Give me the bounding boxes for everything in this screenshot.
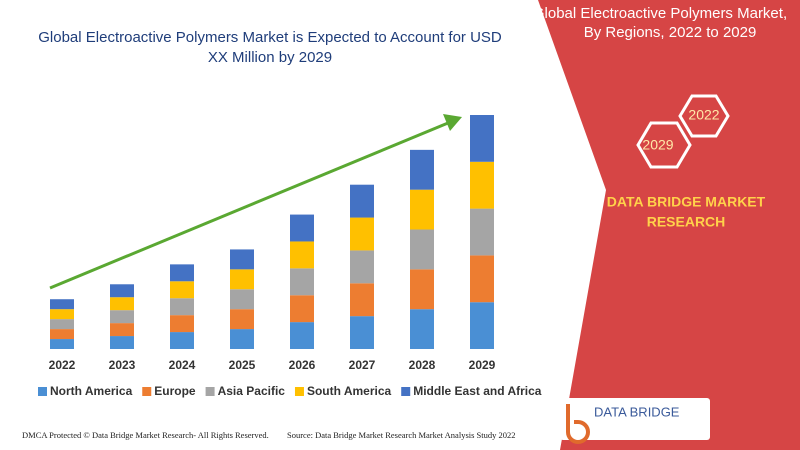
legend-swatch [142,387,152,396]
bar-segment [350,250,374,284]
hexagon [678,94,730,138]
bar-segment [50,299,74,310]
bar-segment [290,322,314,349]
trend-arrowhead [443,114,462,131]
bar-segment [410,269,434,310]
footer-left: DMCA Protected © Data Bridge Market Rese… [22,430,269,440]
legend-label: Europe [154,384,196,398]
trend-arrow [49,121,449,290]
bar-segment [170,298,194,316]
legend-swatch [38,387,47,396]
bar-segment [470,161,494,209]
badge-label: 2029 [642,137,673,153]
bar-segment [410,229,434,270]
legend-label: North America [50,384,133,398]
x-tick-label: 2028 [409,358,436,372]
bar-segment [230,249,254,270]
x-tick-label: 2026 [289,358,316,372]
x-tick-label: 2022 [49,358,76,372]
footer-right: Source: Data Bridge Market Research Mark… [287,430,516,440]
chart-title-line1: Global Electroactive Polymers Market is … [38,29,502,46]
bar-segment [290,268,314,296]
bar-segment [170,264,194,282]
bar-segment [410,189,434,230]
bar-segment [230,289,254,310]
legend-swatch [294,387,304,396]
bar-segment [410,309,434,349]
chart-title-line2: XX Million by 2029 [208,49,332,66]
bar-segment [170,315,194,333]
bar-segment [110,336,134,349]
logo-text: DATA BRIDGE [594,404,680,419]
bar-segment [170,281,194,299]
badge-label: 2022 [688,107,719,123]
bar-segment [470,255,494,303]
bar-segment [110,310,134,324]
brand-line2: RESEARCH [647,214,726,230]
bar-segment [470,208,494,256]
bar-segment [170,332,194,349]
logo-box [560,398,710,440]
panel-title-line1: Global Electroactive Polymers Market, [533,5,787,22]
bar-segment [50,339,74,349]
bar-segment [230,309,254,330]
bar-segment [470,302,494,349]
bar-segment [110,323,134,337]
x-tick-label: 2024 [169,358,196,372]
bar-segment [50,329,74,340]
legend-swatch [401,387,411,396]
bar-segment [50,309,74,320]
bar-segment [290,241,314,269]
legend-swatch [205,387,215,396]
bar-segment [410,149,434,190]
bar-segment [350,184,374,218]
bar-segment [230,269,254,290]
bar-segment [350,283,374,317]
logo-mark [566,404,590,444]
bar-segment [470,115,494,162]
x-tick-label: 2029 [469,358,496,372]
brand-line1: DATA BRIDGE MARKET [607,194,766,210]
bar-segment [50,319,74,330]
x-tick-label: 2023 [109,358,136,372]
legend-label: Middle East and Africa [413,384,542,398]
bar-segment [290,295,314,323]
panel-title-line2: By Regions, 2022 to 2029 [584,24,757,41]
legend-label: Asia Pacific [218,384,286,398]
red-panel [538,0,800,450]
bar-segment [110,284,134,298]
bar-segment [110,297,134,311]
legend-label: South America [307,384,392,398]
bar-segment [350,316,374,349]
hexagon [636,121,692,169]
x-tick-label: 2027 [349,358,376,372]
bar-segment [290,214,314,242]
bar-segment [350,217,374,251]
bar-segment [230,329,254,349]
plot: 2022 2023 2024 2025 2026 2027 2028 2029 North Am… [38,114,542,398]
x-tick-label: 2025 [229,358,256,372]
